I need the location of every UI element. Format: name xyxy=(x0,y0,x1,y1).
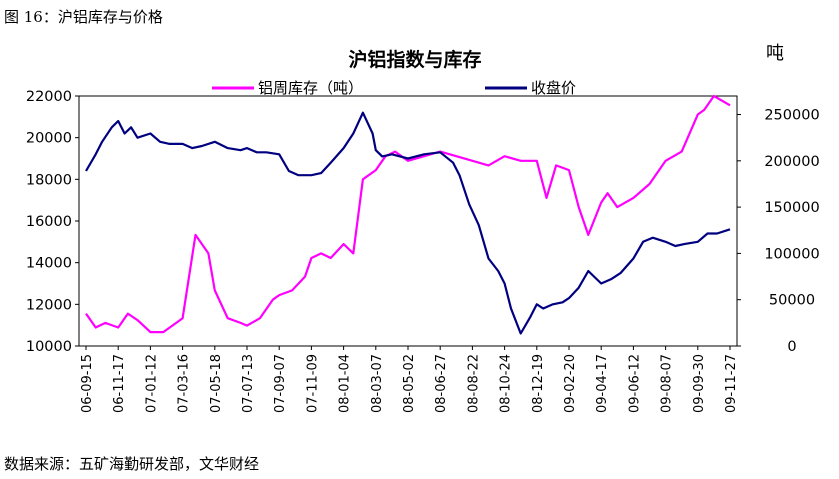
x-axis-tick-label: 07-05-18 xyxy=(209,354,224,413)
x-axis-tick-label: 06-11-17 xyxy=(112,354,127,413)
x-axis-tick-label: 08-05-02 xyxy=(402,354,417,413)
x-axis-tick-label: 09-08-07 xyxy=(660,354,675,413)
right-axis-tick-label: 100000 xyxy=(764,246,819,262)
source-note: 数据来源：五矿海勤研发部，文华财经 xyxy=(4,455,260,473)
right-axis-tick-label: 0 xyxy=(787,339,796,355)
x-axis-tick-label: 09-02-20 xyxy=(563,354,578,413)
x-axis-tick-label: 07-03-16 xyxy=(177,354,192,413)
left-axis-tick-label: 14000 xyxy=(26,256,72,272)
legend-label-inventory: 铝周库存（吨） xyxy=(258,79,363,97)
left-axis-tick-label: 10000 xyxy=(26,339,72,355)
x-axis-tick-label: 08-06-27 xyxy=(434,354,449,413)
right-axis-unit: 吨 xyxy=(766,43,784,64)
left-axis-tick-label: 18000 xyxy=(26,172,72,188)
left-axis-tick-label: 22000 xyxy=(26,89,72,105)
left-axis-tick-label: 12000 xyxy=(26,297,72,313)
x-axis-tick-label: 08-10-24 xyxy=(499,354,514,413)
inventory-series-line xyxy=(85,94,731,334)
x-axis-tick-label: 09-04-17 xyxy=(595,354,610,413)
legend: 铝周库存（吨） 收盘价 xyxy=(212,79,576,97)
x-axis-tick-label: 08-03-07 xyxy=(370,354,385,413)
left-axis-tick-label: 20000 xyxy=(26,131,72,147)
x-axis-tick-label: 07-01-12 xyxy=(144,354,159,413)
close-price-series-line xyxy=(85,111,731,335)
right-axis-tick-label: 250000 xyxy=(764,108,819,124)
chart-title: 沪铝指数与库存 xyxy=(348,48,481,71)
x-axis-tick-label: 09-09-30 xyxy=(692,354,707,413)
x-axis-tick-label: 07-09-07 xyxy=(273,354,288,413)
x-axis-tick-label: 08-12-19 xyxy=(531,354,546,413)
right-axis-tick-label: 50000 xyxy=(769,293,815,309)
right-axis-tick-label: 150000 xyxy=(764,200,819,216)
legend-label-close: 收盘价 xyxy=(531,79,576,97)
left-axis-tick-label: 16000 xyxy=(26,214,72,230)
right-axis-tick-label: 200000 xyxy=(764,154,819,170)
x-axis-tick-label: 09-06-12 xyxy=(627,354,642,413)
figure-caption: 图 16：沪铝库存与价格 xyxy=(4,8,163,26)
x-axis-tick-label: 09-11-27 xyxy=(724,354,739,413)
plot-area: 10000 12000 14000 16000 18000 20000 22000 0 5000… xyxy=(26,89,820,413)
plot-frame xyxy=(78,95,738,347)
x-axis-tick-label: 08-08-22 xyxy=(466,354,481,413)
x-axis-tick-label: 07-07-13 xyxy=(241,354,256,413)
x-axis-tick-label: 07-11-09 xyxy=(305,354,320,413)
x-axis-tick-label: 06-09-15 xyxy=(80,354,95,413)
x-axis-tick-label: 08-01-04 xyxy=(338,354,353,413)
